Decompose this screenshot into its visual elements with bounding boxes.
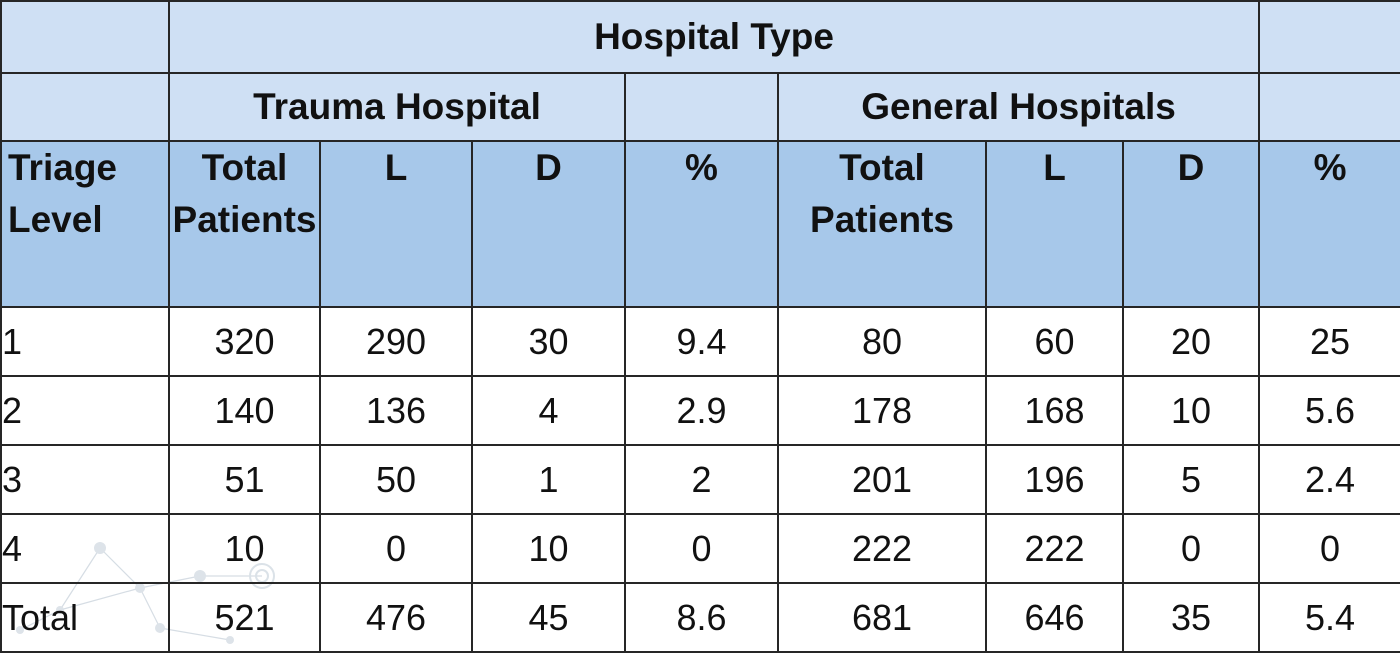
table-cell: 10: [168, 513, 321, 584]
table-cell: 45: [471, 582, 626, 653]
table-cell: 168: [985, 375, 1124, 446]
table-cell: 10: [471, 513, 626, 584]
general-d-header: D: [1121, 140, 1261, 308]
corner-cell: [0, 0, 170, 74]
general-l-header: L: [985, 140, 1124, 308]
table-cell: 50: [319, 444, 473, 515]
general-percent-header: %: [1258, 140, 1400, 308]
row-label: 3: [0, 444, 170, 515]
title-row-end-cell: [1258, 0, 1400, 74]
row-label: 4: [0, 513, 170, 584]
group-row-end-cell: [1258, 72, 1400, 142]
trauma-l-header: L: [319, 140, 473, 308]
row-label: Total: [0, 582, 170, 653]
table-cell: 196: [985, 444, 1124, 515]
group-row-gap-cell: [624, 72, 779, 142]
trauma-percent-header: %: [624, 140, 779, 308]
trauma-d-header: D: [471, 140, 626, 308]
table-cell: 476: [319, 582, 473, 653]
table-row: 2 140 136 4 2.9 178 168 10 5.6: [0, 375, 1400, 446]
row-label: 2: [0, 375, 170, 446]
trauma-hospital-header: Trauma Hospital: [168, 72, 626, 142]
table-cell: 0: [624, 513, 779, 584]
table-row: 4 10 0 10 0 222 222 0 0: [0, 513, 1400, 584]
table-cell: 140: [168, 375, 321, 446]
table-cell: 5: [1121, 444, 1261, 515]
table-cell: 136: [319, 375, 473, 446]
table-cell: 60: [985, 306, 1124, 377]
table-cell: 80: [777, 306, 987, 377]
table-cell: 4: [471, 375, 626, 446]
table-cell: 222: [985, 513, 1124, 584]
hospital-type-header: Hospital Type: [167, 0, 1261, 74]
table-cell: 2: [624, 444, 779, 515]
table-cell: 222: [777, 513, 987, 584]
table-cell: 9.4: [624, 306, 779, 377]
table-cell: 30: [471, 306, 626, 377]
trauma-total-patients-header: Total Patients: [168, 140, 321, 308]
table-cell: 0: [1121, 513, 1261, 584]
table-cell: 35: [1121, 582, 1261, 653]
table-cell: 51: [168, 444, 321, 515]
table-cell: 1: [471, 444, 626, 515]
table-cell: 20: [1121, 306, 1261, 377]
table-cell: 5.4: [1258, 582, 1400, 653]
table-cell: 2.9: [624, 375, 779, 446]
table-cell: 681: [777, 582, 987, 653]
table-cell: 10: [1121, 375, 1261, 446]
table-cell: 0: [319, 513, 473, 584]
table-cell: 0: [1258, 513, 1400, 584]
general-hospitals-header: General Hospitals: [776, 72, 1261, 142]
table-cell: 320: [168, 306, 321, 377]
table-cell: 5.6: [1258, 375, 1400, 446]
total-row: Total 521 476 45 8.6 681 646 35 5.4: [0, 582, 1400, 653]
table-cell: 25: [1258, 306, 1400, 377]
table-cell: 290: [319, 306, 473, 377]
table-cell: 521: [168, 582, 321, 653]
table-cell: 201: [777, 444, 987, 515]
triage-level-header: Triage Level: [0, 140, 170, 308]
group-row-corner-cell: [0, 72, 170, 142]
general-total-patients-header: Total Patients: [777, 140, 987, 308]
table-row: 1 320 290 30 9.4 80 60 20 25: [0, 306, 1400, 377]
table-cell: 178: [777, 375, 987, 446]
row-label: 1: [0, 306, 170, 377]
group-row: Trauma Hospital General Hospitals: [0, 72, 1400, 142]
table-cell: 8.6: [624, 582, 779, 653]
title-row: Hospital Type: [0, 0, 1400, 74]
column-header-row: Triage Level Total Patients L D % Total …: [0, 140, 1400, 308]
table-cell: 646: [985, 582, 1124, 653]
table-cell: 2.4: [1258, 444, 1400, 515]
table-row: 3 51 50 1 2 201 196 5 2.4: [0, 444, 1400, 515]
